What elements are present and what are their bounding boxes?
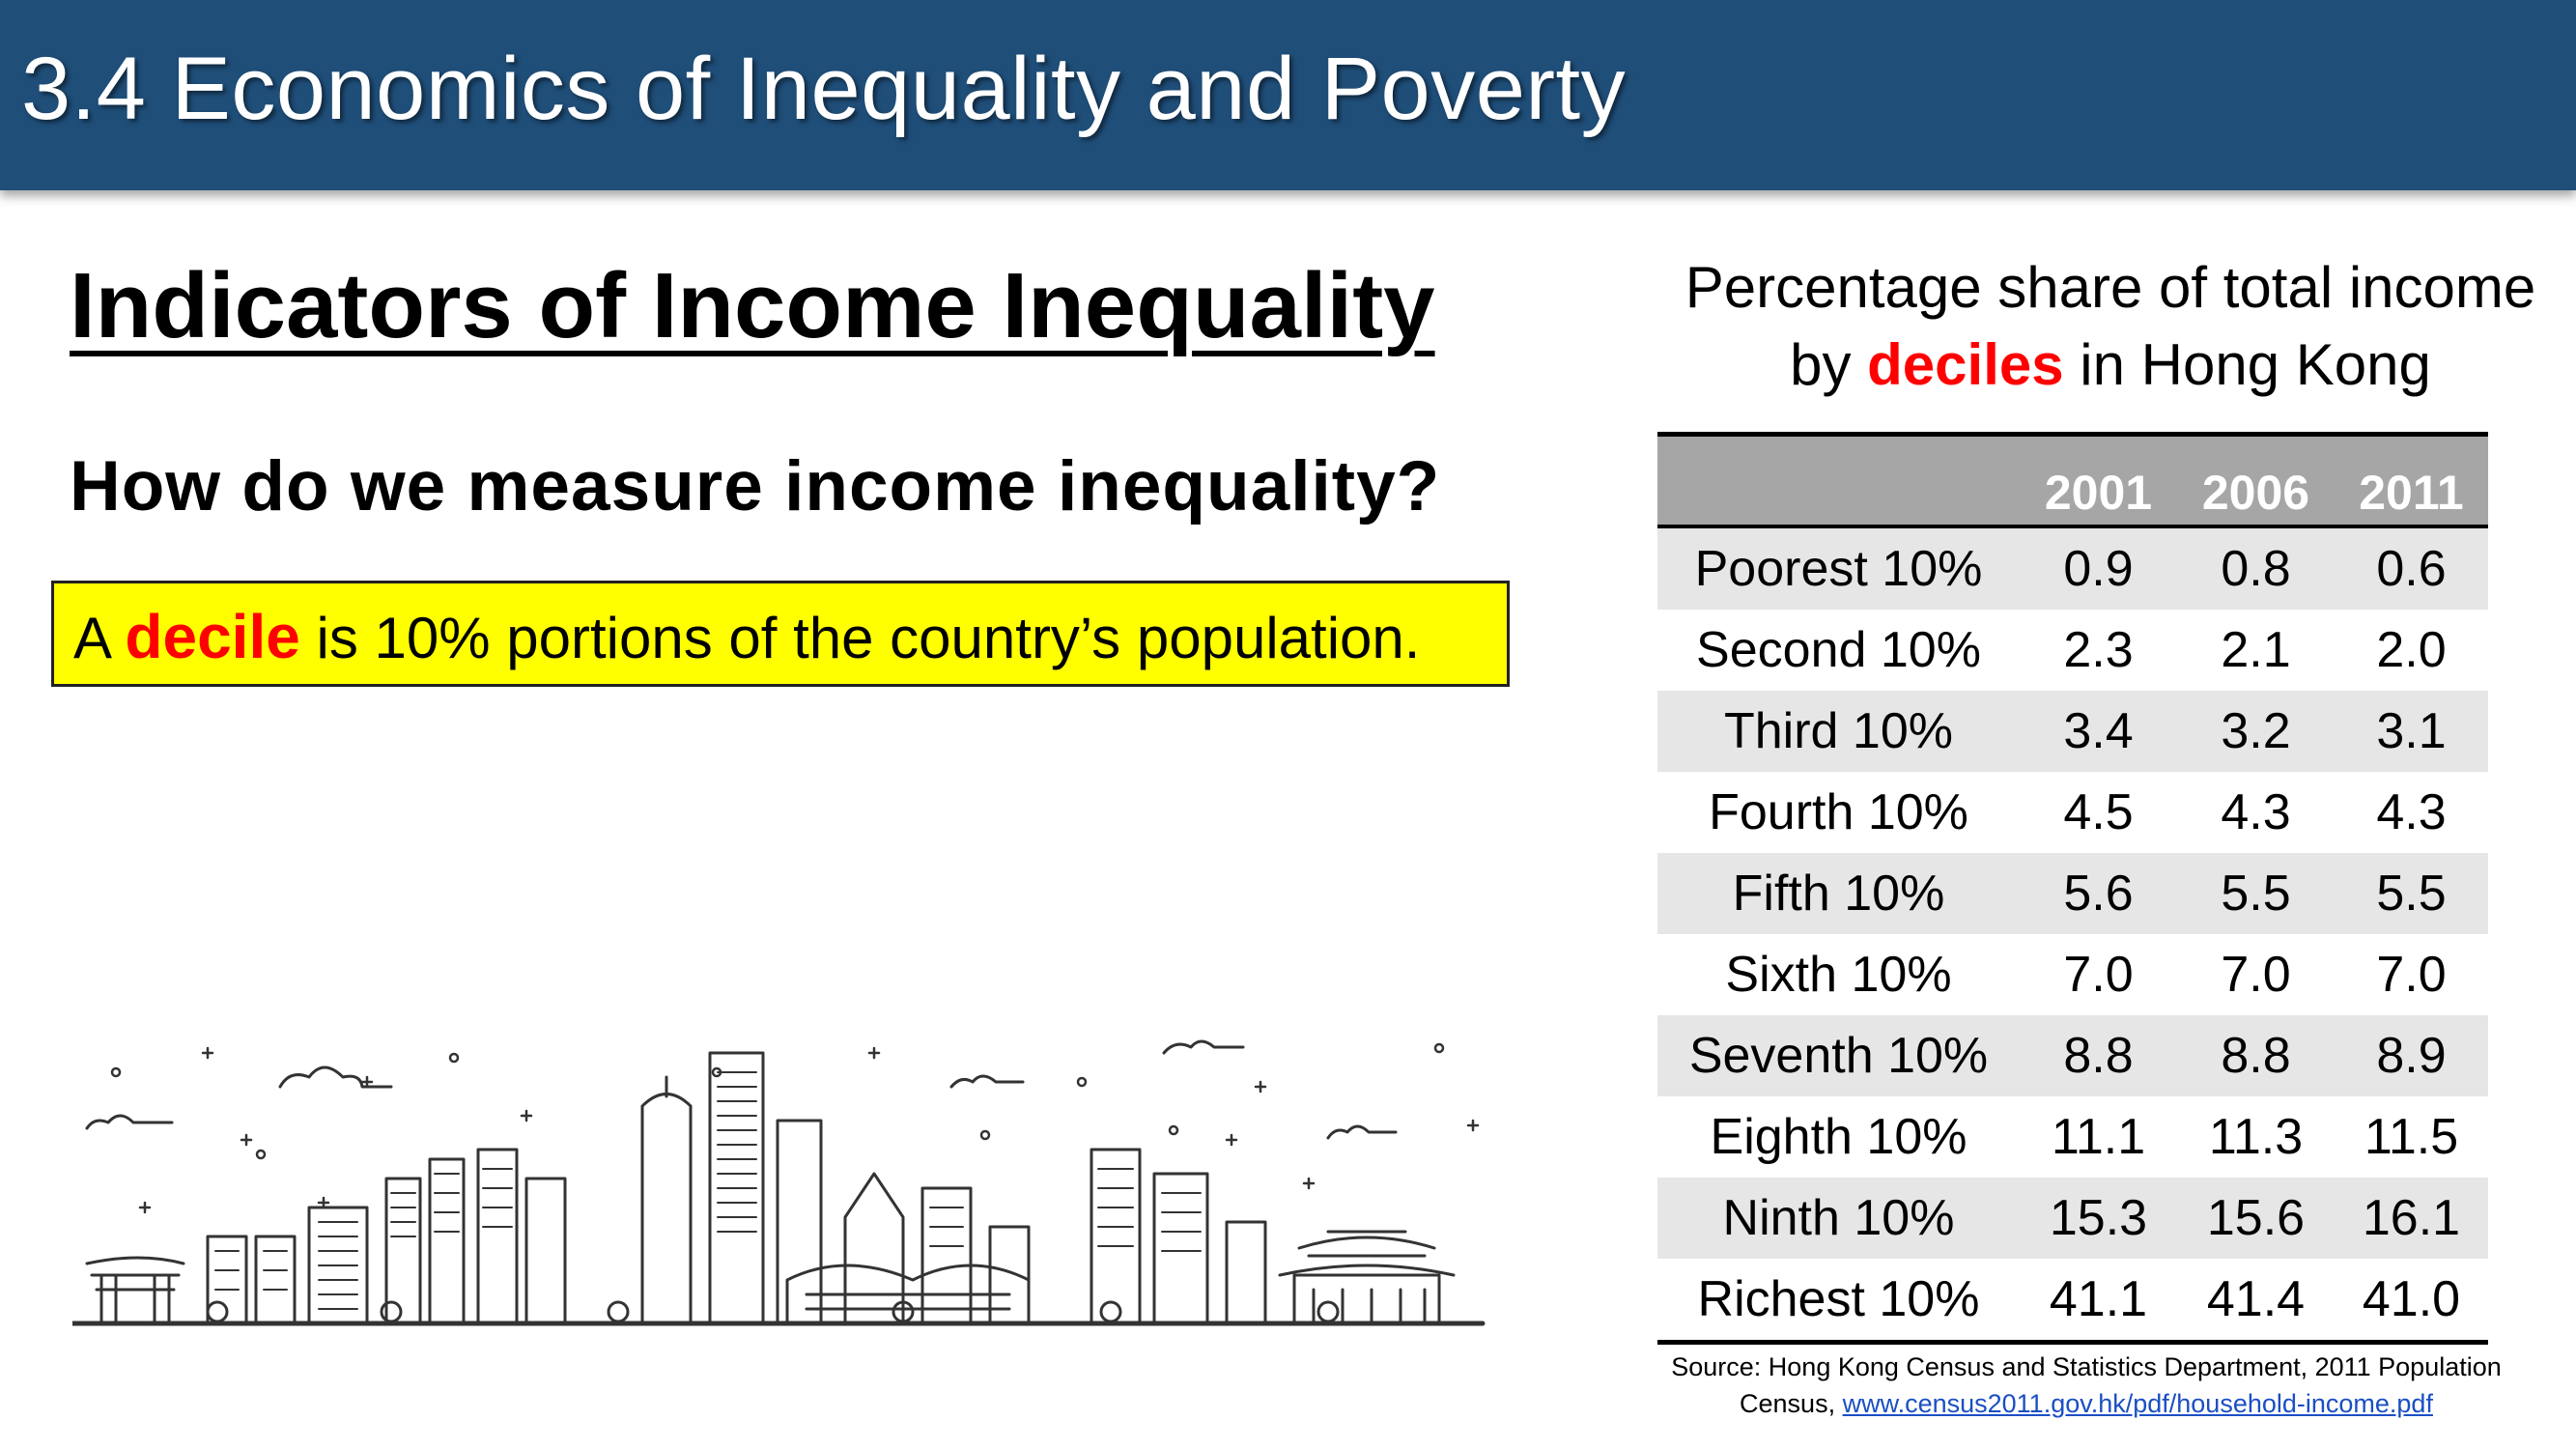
cell-2001: 8.8: [2020, 1015, 2177, 1096]
cell-2011: 4.3: [2376, 784, 2447, 840]
table-row: Ninth 10% 15.3 15.6 16.1: [1657, 1178, 2488, 1259]
row-label: Fourth 10%: [1709, 784, 1968, 840]
cell-2011: 7.0: [2376, 947, 2447, 1003]
cell-2006: 7.0: [2221, 947, 2291, 1003]
source-note: Source: Hong Kong Census and Statistics …: [1642, 1349, 2531, 1422]
cell-2011: 41.0: [2362, 1271, 2461, 1327]
row-label: Fifth 10%: [1657, 853, 2020, 934]
table-row: Second 10% 2.3 2.1 2.0: [1657, 610, 2488, 691]
table-row: Richest 10% 41.1 41.4 41.0: [1657, 1259, 2488, 1343]
row-label: Third 10%: [1657, 691, 2020, 772]
cell-2006: 2.1: [2221, 622, 2291, 678]
table-caption: Percentage share of total income by deci…: [1623, 249, 2576, 404]
cell-2006: 0.8: [2177, 526, 2335, 610]
cell-2001: 4.5: [2063, 784, 2134, 840]
cell-2001: 15.3: [2020, 1178, 2177, 1259]
cell-2011: 11.5: [2364, 1109, 2459, 1165]
row-label: Eighth 10%: [1710, 1109, 1967, 1165]
table-row: Poorest 10% 0.9 0.8 0.6: [1657, 526, 2488, 610]
cell-2001: 3.4: [2020, 691, 2177, 772]
cell-2006: 3.2: [2177, 691, 2335, 772]
cell-2006: 4.3: [2221, 784, 2291, 840]
source-line2-prefix: Census,: [1740, 1389, 1843, 1418]
source-link[interactable]: www.census2011.gov.hk/pdf/household-inco…: [1842, 1389, 2433, 1418]
caption-line1: Percentage share of total income: [1684, 255, 2536, 320]
header-year-2006: 2006: [2177, 434, 2335, 528]
header-year-2011: 2011: [2335, 434, 2488, 528]
cell-2011: 16.1: [2335, 1178, 2488, 1259]
cell-2011: 0.6: [2335, 526, 2488, 610]
row-label: Ninth 10%: [1657, 1178, 2020, 1259]
row-label: Seventh 10%: [1657, 1015, 2020, 1096]
title-bar: 3.4 Economics of Inequality and Poverty: [0, 0, 2576, 190]
cell-2011: 8.9: [2335, 1015, 2488, 1096]
cell-2001: 11.1: [2051, 1109, 2146, 1165]
header-year-2001: 2001: [2020, 434, 2177, 528]
caption-highlight: deciles: [1867, 332, 2064, 397]
cell-2006: 15.6: [2177, 1178, 2335, 1259]
cell-2001: 5.6: [2020, 853, 2177, 934]
cell-2001: 41.1: [2049, 1271, 2148, 1327]
table-row: Seventh 10% 8.8 8.8 8.9: [1657, 1015, 2488, 1096]
table-header-row: 2001 2006 2011: [1657, 434, 2488, 528]
source-line1: Source: Hong Kong Census and Statistics …: [1671, 1352, 2502, 1381]
table-row: Fifth 10% 5.6 5.5 5.5: [1657, 853, 2488, 934]
row-label: Richest 10%: [1697, 1271, 1980, 1327]
cell-2006: 5.5: [2177, 853, 2335, 934]
cell-2006: 8.8: [2177, 1015, 2335, 1096]
cell-2006: 11.3: [2208, 1109, 2304, 1165]
definition-box: A decile is 10% portions of the country’…: [51, 581, 1510, 687]
city-skyline-icon: [72, 1039, 1486, 1326]
definition-suffix: is 10% portions of the country’s populat…: [299, 606, 1421, 670]
table-row: Fourth 10% 4.5 4.3 4.3: [1657, 772, 2488, 853]
cell-2001: 2.3: [2063, 622, 2134, 678]
table-row: Sixth 10% 7.0 7.0 7.0: [1657, 934, 2488, 1015]
slide-title: 3.4 Economics of Inequality and Poverty: [21, 40, 1627, 138]
question-text: How do we measure income inequality?: [70, 447, 1441, 526]
definition-text: A decile is 10% portions of the country’…: [73, 601, 1420, 672]
income-decile-table: 2001 2006 2011 Poorest 10% 0.9 0.8 0.6 S…: [1657, 432, 2488, 1345]
cell-2011: 5.5: [2335, 853, 2488, 934]
header-label-cell: [1657, 434, 2020, 528]
cell-2001: 0.9: [2020, 526, 2177, 610]
row-label: Sixth 10%: [1725, 947, 1952, 1003]
table-row: Eighth 10% 11.1 11.3 11.5: [1657, 1096, 2488, 1178]
cell-2011: 2.0: [2376, 622, 2447, 678]
table-row: Third 10% 3.4 3.2 3.1: [1657, 691, 2488, 772]
section-heading: Indicators of Income Inequality: [70, 254, 1435, 357]
definition-term: decile: [125, 602, 300, 671]
definition-prefix: A: [73, 606, 126, 670]
cell-2006: 41.4: [2206, 1271, 2306, 1327]
caption-by: by: [1790, 332, 1868, 397]
row-label: Second 10%: [1696, 622, 1981, 678]
caption-after: in Hong Kong: [2063, 332, 2431, 397]
cell-2011: 3.1: [2335, 691, 2488, 772]
cell-2001: 7.0: [2063, 947, 2134, 1003]
row-label: Poorest 10%: [1657, 526, 2020, 610]
